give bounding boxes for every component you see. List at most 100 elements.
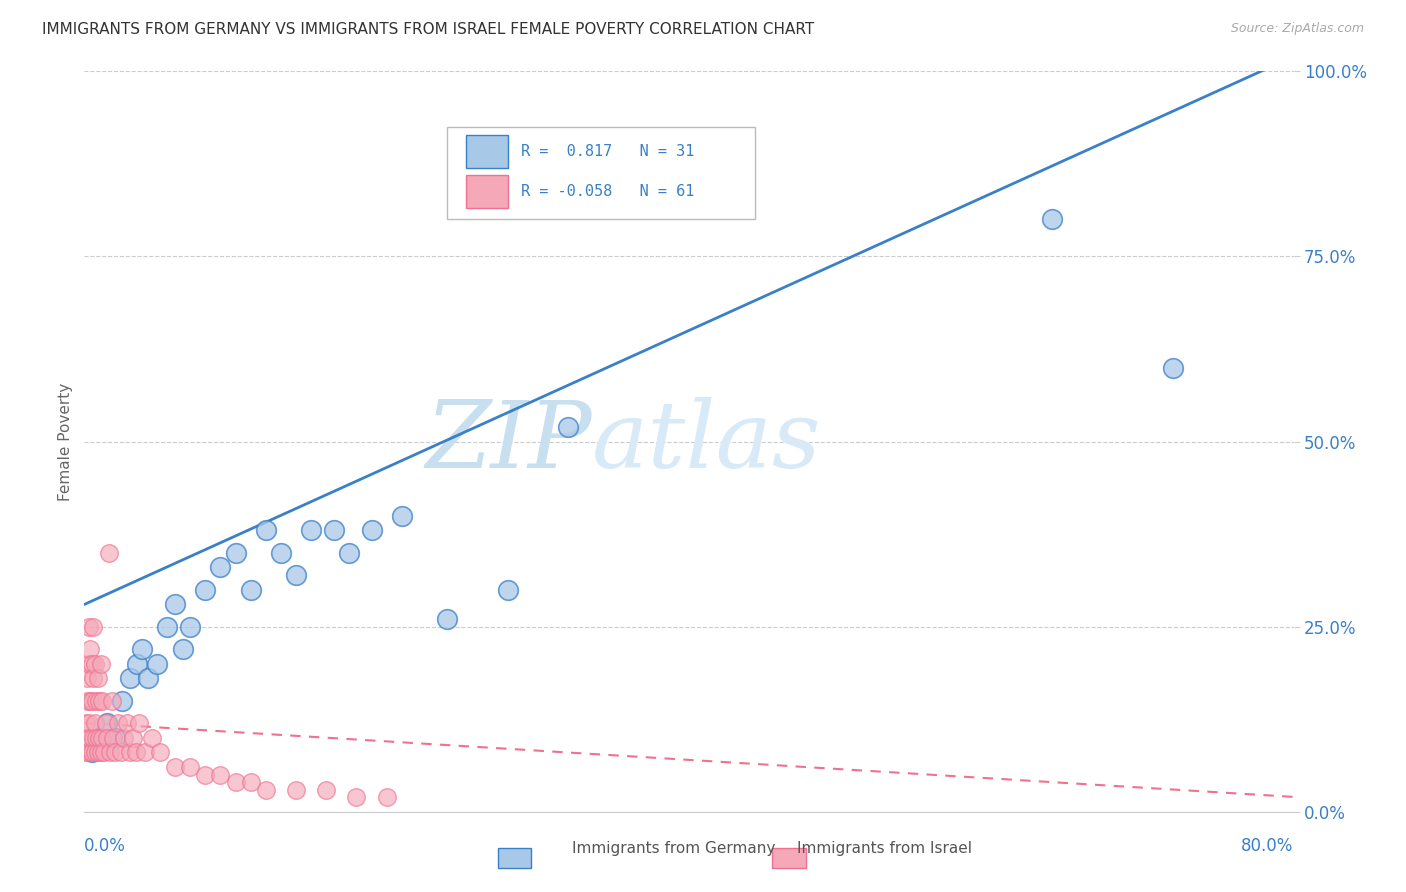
Point (90, 657, 112, 671)
Point (80, 746, 103, 760)
Point (141, 731, 163, 745)
Point (149, 746, 172, 760)
Point (1161, 360, 1184, 375)
Text: Immigrants from Israel: Immigrants from Israel (797, 841, 972, 856)
Point (391, 508, 413, 523)
Point (128, 715, 150, 730)
Point (80, 694, 103, 708)
Point (134, 746, 156, 760)
Point (82, 672, 104, 686)
Text: atlas: atlas (592, 397, 821, 486)
Point (118, 746, 141, 760)
FancyBboxPatch shape (467, 136, 508, 168)
Point (76, 672, 98, 686)
Point (94, 715, 117, 730)
Text: 0.0%: 0.0% (84, 837, 127, 855)
Point (91, 694, 114, 708)
Point (172, 641, 194, 656)
Point (118, 672, 141, 686)
Point (87, 672, 110, 686)
Point (254, 524, 277, 538)
Point (75, 715, 97, 730)
Point (89, 694, 111, 708)
Point (82, 731, 104, 745)
Point (146, 657, 169, 671)
Point (80, 657, 103, 671)
Text: R = -0.058   N = 61: R = -0.058 N = 61 (520, 184, 695, 199)
Text: 80.0%: 80.0% (1241, 837, 1294, 855)
Point (111, 694, 134, 708)
Text: ZIP: ZIP (426, 397, 592, 486)
Text: IMMIGRANTS FROM GERMANY VS IMMIGRANTS FROM ISRAEL FEMALE POVERTY CORRELATION CHA: IMMIGRANTS FROM GERMANY VS IMMIGRANTS FR… (42, 22, 814, 37)
Point (179, 760, 201, 774)
FancyBboxPatch shape (467, 176, 508, 208)
Point (322, 524, 344, 538)
Point (97, 546, 120, 560)
Point (337, 546, 360, 560)
Point (89, 731, 111, 745)
Point (86, 731, 108, 745)
Point (100, 694, 122, 708)
Point (89, 731, 111, 745)
Y-axis label: Female Poverty: Female Poverty (58, 383, 73, 500)
Point (84, 657, 107, 671)
Point (112, 731, 135, 745)
Point (254, 782, 277, 797)
Point (360, 524, 382, 538)
Point (104, 731, 127, 745)
Point (225, 775, 247, 789)
Point (80, 746, 103, 760)
Point (87, 746, 110, 760)
Point (165, 760, 187, 774)
Point (239, 775, 262, 789)
Point (179, 619, 201, 633)
Point (77, 746, 100, 760)
FancyBboxPatch shape (447, 127, 755, 219)
Point (79, 641, 101, 656)
Point (76, 694, 98, 708)
Point (299, 524, 322, 538)
Point (315, 782, 337, 797)
Point (136, 672, 159, 686)
Point (96, 715, 118, 730)
Point (84, 715, 107, 730)
FancyBboxPatch shape (772, 848, 806, 868)
Point (75, 746, 97, 760)
Point (91, 731, 114, 745)
Point (79, 731, 101, 745)
Point (436, 612, 458, 626)
Point (104, 746, 127, 760)
Point (96, 731, 118, 745)
Text: Source: ZipAtlas.com: Source: ZipAtlas.com (1230, 22, 1364, 36)
Point (82, 619, 104, 633)
FancyBboxPatch shape (498, 848, 531, 868)
Point (209, 767, 232, 781)
Point (131, 641, 153, 656)
Point (346, 789, 368, 804)
Point (77, 619, 100, 633)
Point (194, 767, 217, 781)
Point (557, 419, 579, 434)
Point (121, 731, 143, 745)
Point (93, 746, 115, 760)
Point (86, 694, 108, 708)
Point (107, 715, 129, 730)
Point (76, 731, 98, 745)
Point (496, 582, 519, 597)
Text: R =  0.817   N = 31: R = 0.817 N = 31 (520, 145, 695, 159)
Point (156, 619, 179, 633)
Point (84, 746, 107, 760)
Point (115, 715, 138, 730)
Point (225, 546, 247, 560)
Point (77, 657, 100, 671)
Point (79, 694, 101, 708)
Point (194, 582, 217, 597)
Text: Immigrants from Germany: Immigrants from Germany (572, 841, 776, 856)
Point (125, 746, 148, 760)
Point (98, 746, 121, 760)
Point (285, 567, 308, 582)
Point (127, 657, 149, 671)
Point (165, 598, 187, 612)
Point (101, 731, 124, 745)
Point (239, 582, 262, 597)
